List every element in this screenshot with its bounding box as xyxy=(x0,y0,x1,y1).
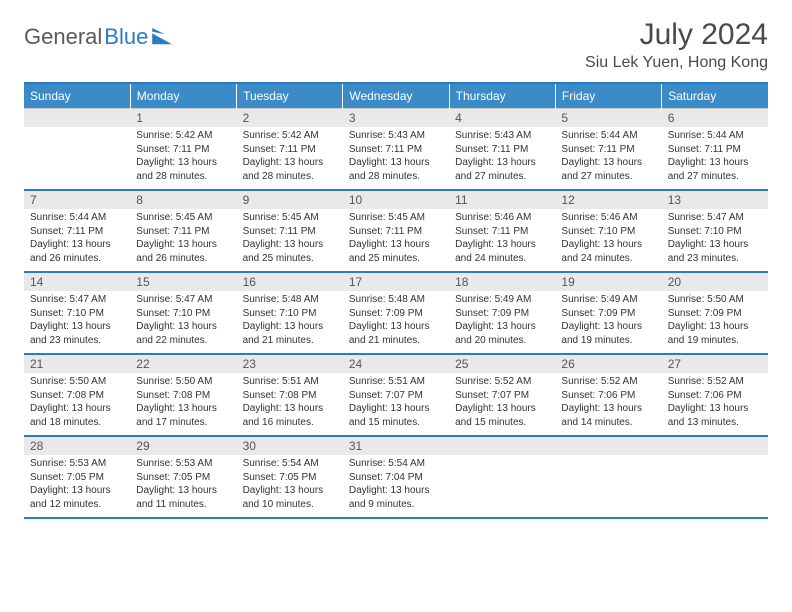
day-number: 22 xyxy=(130,354,236,373)
day-number: 30 xyxy=(237,436,343,455)
day-number: 13 xyxy=(662,190,768,209)
day-cell: Sunrise: 5:54 AMSunset: 7:05 PMDaylight:… xyxy=(237,455,343,518)
day-cell: Sunrise: 5:53 AMSunset: 7:05 PMDaylight:… xyxy=(24,455,130,518)
day-content-row: Sunrise: 5:47 AMSunset: 7:10 PMDaylight:… xyxy=(24,291,768,354)
weekday-header-row: SundayMondayTuesdayWednesdayThursdayFrid… xyxy=(24,84,768,109)
weekday-header: Friday xyxy=(555,84,661,109)
weekday-header: Tuesday xyxy=(237,84,343,109)
day-cell: Sunrise: 5:51 AMSunset: 7:07 PMDaylight:… xyxy=(343,373,449,436)
day-cell: Sunrise: 5:47 AMSunset: 7:10 PMDaylight:… xyxy=(130,291,236,354)
day-content-row: Sunrise: 5:42 AMSunset: 7:11 PMDaylight:… xyxy=(24,127,768,190)
day-cell: Sunrise: 5:48 AMSunset: 7:09 PMDaylight:… xyxy=(343,291,449,354)
day-number: 4 xyxy=(449,109,555,128)
weekday-header: Thursday xyxy=(449,84,555,109)
day-number: 31 xyxy=(343,436,449,455)
day-cell xyxy=(24,127,130,190)
day-cell: Sunrise: 5:50 AMSunset: 7:08 PMDaylight:… xyxy=(24,373,130,436)
day-cell: Sunrise: 5:48 AMSunset: 7:10 PMDaylight:… xyxy=(237,291,343,354)
title-block: July 2024 Siu Lek Yuen, Hong Kong xyxy=(585,18,768,72)
day-number: 28 xyxy=(24,436,130,455)
month-title: July 2024 xyxy=(585,18,768,52)
day-cell xyxy=(449,455,555,518)
location-subtitle: Siu Lek Yuen, Hong Kong xyxy=(585,54,768,72)
header: GeneralBlue July 2024 Siu Lek Yuen, Hong… xyxy=(24,18,768,72)
day-cell: Sunrise: 5:53 AMSunset: 7:05 PMDaylight:… xyxy=(130,455,236,518)
day-number-row: 78910111213 xyxy=(24,190,768,209)
day-number: 5 xyxy=(555,109,661,128)
day-number: 6 xyxy=(662,109,768,128)
day-cell: Sunrise: 5:50 AMSunset: 7:09 PMDaylight:… xyxy=(662,291,768,354)
day-cell: Sunrise: 5:43 AMSunset: 7:11 PMDaylight:… xyxy=(449,127,555,190)
weekday-header: Monday xyxy=(130,84,236,109)
day-cell: Sunrise: 5:51 AMSunset: 7:08 PMDaylight:… xyxy=(237,373,343,436)
day-number xyxy=(24,109,130,128)
day-cell: Sunrise: 5:44 AMSunset: 7:11 PMDaylight:… xyxy=(24,209,130,272)
day-number xyxy=(449,436,555,455)
day-cell xyxy=(662,455,768,518)
day-cell: Sunrise: 5:52 AMSunset: 7:06 PMDaylight:… xyxy=(555,373,661,436)
day-cell: Sunrise: 5:45 AMSunset: 7:11 PMDaylight:… xyxy=(343,209,449,272)
day-number: 11 xyxy=(449,190,555,209)
weekday-header: Wednesday xyxy=(343,84,449,109)
day-cell: Sunrise: 5:45 AMSunset: 7:11 PMDaylight:… xyxy=(130,209,236,272)
day-number-row: 28293031 xyxy=(24,436,768,455)
day-cell: Sunrise: 5:50 AMSunset: 7:08 PMDaylight:… xyxy=(130,373,236,436)
day-cell: Sunrise: 5:47 AMSunset: 7:10 PMDaylight:… xyxy=(662,209,768,272)
day-cell: Sunrise: 5:43 AMSunset: 7:11 PMDaylight:… xyxy=(343,127,449,190)
day-cell: Sunrise: 5:45 AMSunset: 7:11 PMDaylight:… xyxy=(237,209,343,272)
day-number xyxy=(662,436,768,455)
day-number: 27 xyxy=(662,354,768,373)
day-cell: Sunrise: 5:52 AMSunset: 7:06 PMDaylight:… xyxy=(662,373,768,436)
day-cell: Sunrise: 5:49 AMSunset: 7:09 PMDaylight:… xyxy=(449,291,555,354)
day-number: 29 xyxy=(130,436,236,455)
day-cell: Sunrise: 5:44 AMSunset: 7:11 PMDaylight:… xyxy=(555,127,661,190)
day-number: 10 xyxy=(343,190,449,209)
weekday-header: Sunday xyxy=(24,84,130,109)
day-number: 12 xyxy=(555,190,661,209)
day-number: 21 xyxy=(24,354,130,373)
day-content-row: Sunrise: 5:50 AMSunset: 7:08 PMDaylight:… xyxy=(24,373,768,436)
day-number: 23 xyxy=(237,354,343,373)
calendar-page: GeneralBlue July 2024 Siu Lek Yuen, Hong… xyxy=(0,0,792,519)
day-number: 24 xyxy=(343,354,449,373)
day-cell: Sunrise: 5:52 AMSunset: 7:07 PMDaylight:… xyxy=(449,373,555,436)
day-cell: Sunrise: 5:54 AMSunset: 7:04 PMDaylight:… xyxy=(343,455,449,518)
day-cell: Sunrise: 5:42 AMSunset: 7:11 PMDaylight:… xyxy=(130,127,236,190)
day-number: 15 xyxy=(130,272,236,291)
day-number: 18 xyxy=(449,272,555,291)
day-number-row: 14151617181920 xyxy=(24,272,768,291)
day-number: 9 xyxy=(237,190,343,209)
day-content-row: Sunrise: 5:53 AMSunset: 7:05 PMDaylight:… xyxy=(24,455,768,518)
day-cell: Sunrise: 5:44 AMSunset: 7:11 PMDaylight:… xyxy=(662,127,768,190)
weekday-header: Saturday xyxy=(662,84,768,109)
day-number: 1 xyxy=(130,109,236,128)
day-cell: Sunrise: 5:49 AMSunset: 7:09 PMDaylight:… xyxy=(555,291,661,354)
day-number-row: 123456 xyxy=(24,109,768,128)
day-number: 25 xyxy=(449,354,555,373)
brand-name-2: Blue xyxy=(104,24,148,50)
day-number: 26 xyxy=(555,354,661,373)
day-number: 14 xyxy=(24,272,130,291)
day-cell: Sunrise: 5:47 AMSunset: 7:10 PMDaylight:… xyxy=(24,291,130,354)
day-number: 7 xyxy=(24,190,130,209)
day-cell xyxy=(555,455,661,518)
brand-name-1: General xyxy=(24,24,102,50)
day-number: 20 xyxy=(662,272,768,291)
brand-logo: GeneralBlue xyxy=(24,18,174,50)
calendar-table: SundayMondayTuesdayWednesdayThursdayFrid… xyxy=(24,84,768,519)
day-number: 19 xyxy=(555,272,661,291)
day-number xyxy=(555,436,661,455)
day-cell: Sunrise: 5:46 AMSunset: 7:10 PMDaylight:… xyxy=(555,209,661,272)
day-number: 2 xyxy=(237,109,343,128)
day-content-row: Sunrise: 5:44 AMSunset: 7:11 PMDaylight:… xyxy=(24,209,768,272)
day-cell: Sunrise: 5:46 AMSunset: 7:11 PMDaylight:… xyxy=(449,209,555,272)
day-number-row: 21222324252627 xyxy=(24,354,768,373)
day-cell: Sunrise: 5:42 AMSunset: 7:11 PMDaylight:… xyxy=(237,127,343,190)
brand-flag-icon xyxy=(152,28,174,46)
day-number: 17 xyxy=(343,272,449,291)
day-number: 16 xyxy=(237,272,343,291)
day-number: 3 xyxy=(343,109,449,128)
day-number: 8 xyxy=(130,190,236,209)
